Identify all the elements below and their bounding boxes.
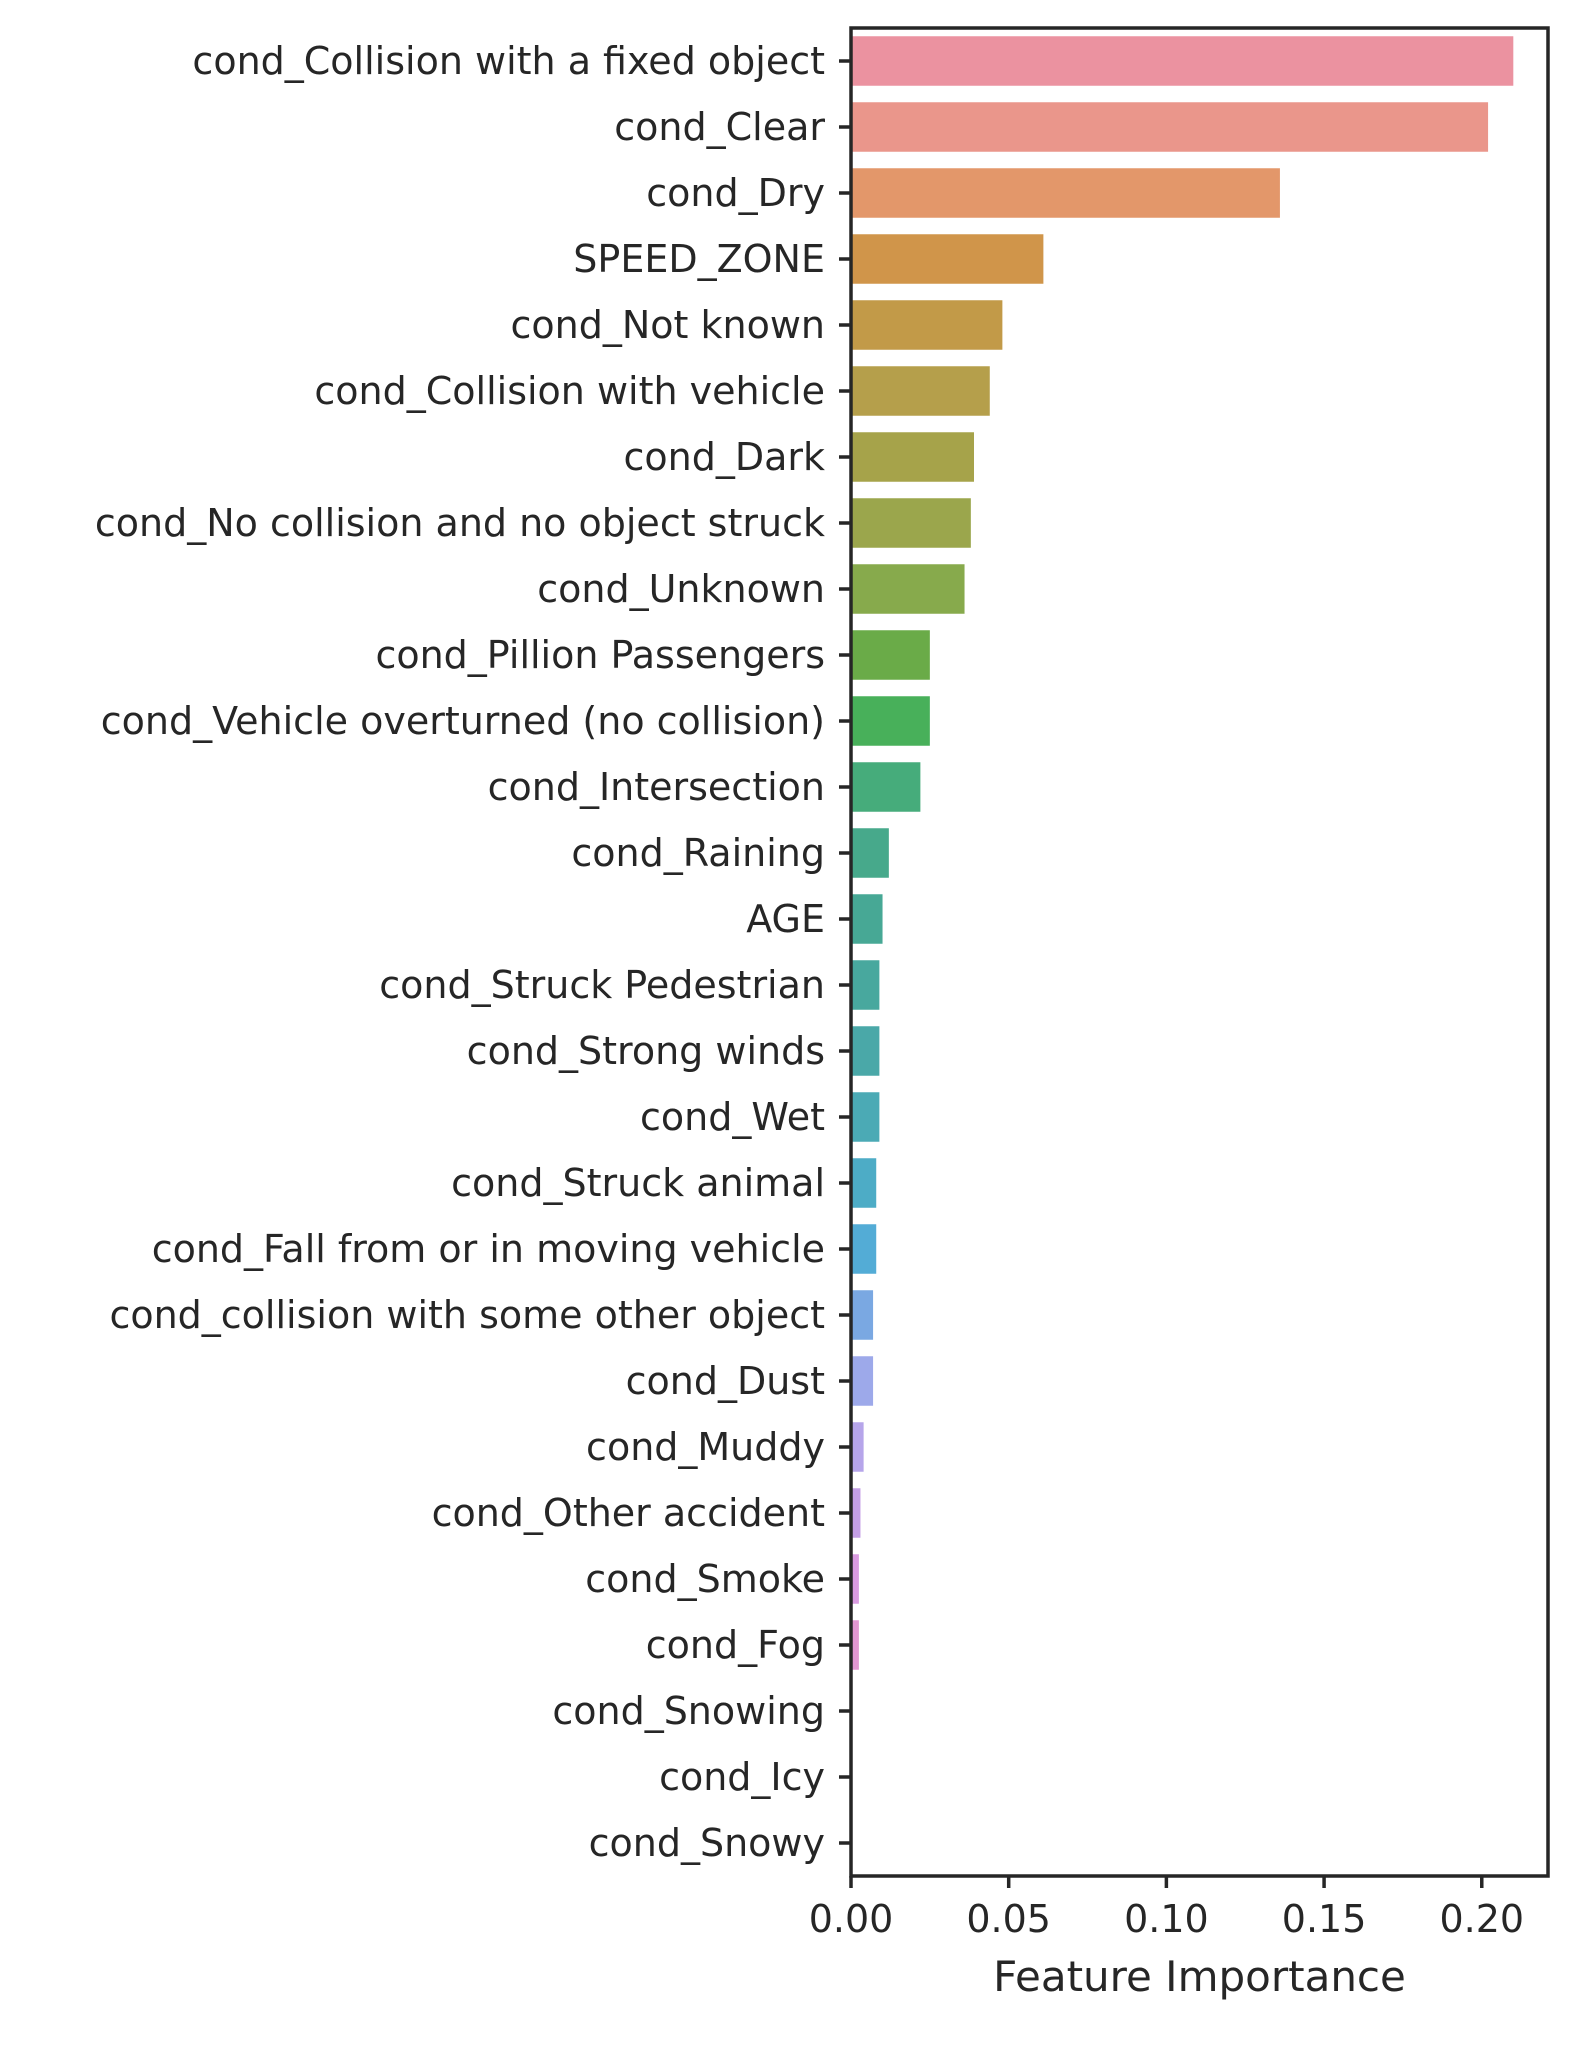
bar (851, 828, 889, 878)
bar (851, 432, 974, 482)
bar (851, 234, 1044, 284)
bar (851, 1026, 880, 1076)
x-tick-label: 0.20 (1439, 1897, 1524, 1941)
y-tick-label: cond_Clear (614, 105, 825, 149)
y-tick-label: cond_Dust (626, 1359, 825, 1403)
bar (851, 696, 930, 746)
y-tick-label: cond_Vehicle overturned (no collision) (101, 699, 825, 743)
bar (851, 1092, 880, 1142)
y-tick-label: cond_Muddy (586, 1425, 825, 1469)
x-axis: 0.00 0.05 0.10 0.15 0.20 (809, 1876, 1524, 1941)
bar (851, 36, 1514, 86)
y-tick-label: cond_Smoke (585, 1557, 825, 1601)
bars-group (851, 36, 1514, 1670)
y-tick-label: cond_Struck Pedestrian (379, 963, 825, 1007)
x-tick-label: 0.05 (966, 1897, 1051, 1941)
bar (851, 102, 1489, 152)
bar (851, 894, 883, 944)
bar (851, 168, 1280, 218)
y-tick-label: cond_collision with some other object (109, 1293, 825, 1337)
bar (851, 300, 1003, 350)
bar (851, 762, 921, 812)
y-tick-label: cond_Intersection (488, 765, 825, 809)
bar (851, 1158, 877, 1208)
bar (851, 1488, 861, 1538)
y-tick-label: cond_Fog (646, 1623, 825, 1667)
bar (851, 1554, 859, 1604)
bar (851, 564, 965, 614)
bar (851, 498, 971, 548)
y-tick-label: SPEED_ZONE (573, 237, 825, 281)
y-axis: cond_Collision with a fixed object cond_C… (95, 39, 851, 1865)
y-tick-label: cond_Unknown (537, 567, 825, 611)
bar (851, 1422, 864, 1472)
x-tick-label: 0.10 (1124, 1897, 1209, 1941)
x-axis-label: Feature Importance (993, 1952, 1406, 2001)
bar (851, 1224, 877, 1274)
y-tick-label: cond_Collision with a fixed object (192, 39, 825, 83)
y-tick-label: cond_Dry (646, 171, 825, 215)
y-tick-label: cond_Snowing (552, 1689, 825, 1733)
bar (851, 630, 930, 680)
bar (851, 1290, 874, 1340)
y-tick-label: cond_Icy (659, 1755, 825, 1799)
bar (851, 1620, 859, 1670)
y-tick-label: cond_No collision and no object struck (95, 501, 825, 545)
y-tick-label: cond_Not known (510, 303, 825, 347)
y-tick-label: cond_Fall from or in moving vehicle (152, 1227, 825, 1271)
x-tick-label: 0.00 (809, 1897, 894, 1941)
y-tick-label: cond_Snowy (589, 1821, 825, 1865)
y-tick-label: AGE (746, 897, 825, 941)
plot-frame (849, 26, 1550, 1878)
y-tick-label: cond_Strong winds (467, 1029, 825, 1073)
bar (851, 366, 990, 416)
y-tick-label: cond_Wet (640, 1095, 825, 1139)
y-tick-label: cond_Pillion Passengers (375, 633, 825, 677)
x-tick-label: 0.15 (1282, 1897, 1367, 1941)
bar (851, 1356, 874, 1406)
y-tick-label: cond_Struck animal (451, 1161, 825, 1205)
y-tick-label: cond_Dark (623, 435, 825, 479)
y-tick-label: cond_Other accident (432, 1491, 825, 1535)
y-tick-label: cond_Collision with vehicle (314, 369, 825, 413)
y-tick-label: cond_Raining (571, 831, 825, 875)
bar (851, 960, 880, 1010)
